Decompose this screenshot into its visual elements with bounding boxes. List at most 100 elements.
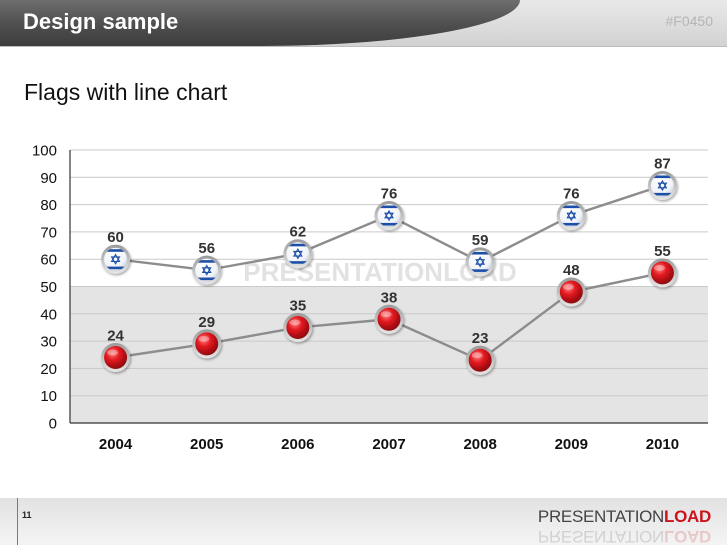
y-tick-label-7: 70	[40, 224, 57, 241]
star-of-david-icon	[292, 248, 303, 257]
red-ball	[377, 307, 401, 331]
red-ball-highlight	[471, 352, 483, 359]
data-label-1-2010: 55	[654, 243, 671, 260]
x-tick-label-2007: 2007	[372, 436, 405, 453]
y-tick-label-10: 100	[32, 143, 57, 160]
line-chart: PRESENTATIONLOAD010203040506070809010020…	[32, 143, 708, 453]
flag-stripe-top	[468, 251, 492, 255]
red-marker-2007	[374, 304, 404, 334]
y-tick-label-6: 60	[40, 252, 57, 269]
data-label-1-2008: 23	[472, 330, 489, 347]
flag-stripes	[195, 260, 219, 281]
data-label-0-2004: 60	[107, 229, 124, 246]
star-of-david-icon-inverted	[475, 259, 486, 268]
star-of-david-icon	[566, 209, 577, 219]
flag-stripes	[104, 249, 128, 270]
x-tick-label-2005: 2005	[190, 436, 223, 453]
flag-marker-2005	[192, 255, 222, 285]
data-label-1-2006: 35	[290, 297, 307, 314]
page-title: Design sample	[23, 9, 179, 34]
flag-marker-2006	[283, 239, 313, 269]
flag-stripe-bottom	[559, 222, 583, 226]
red-marker-2008	[465, 345, 495, 375]
flag-marker-2008	[465, 247, 495, 277]
red-marker-2005	[192, 329, 222, 359]
slide-code: #F0450	[665, 13, 713, 29]
flag-stripe-top	[195, 260, 219, 263]
data-label-1-2004: 24	[107, 327, 124, 344]
flag-stripe-top	[104, 249, 128, 252]
flag-stripe-top	[559, 205, 583, 209]
red-ball	[468, 348, 492, 372]
data-label-0-2007: 76	[381, 186, 398, 203]
flag-base	[559, 204, 583, 228]
flag-stripes	[377, 205, 401, 226]
y-tick-label-0: 0	[49, 416, 57, 433]
flag-stripes	[286, 243, 310, 264]
y-tick-label-3: 30	[40, 334, 57, 351]
footer-divider	[17, 498, 18, 545]
flag-base	[650, 173, 674, 197]
red-ball	[650, 261, 674, 285]
x-tick-label-2008: 2008	[463, 436, 496, 453]
red-marker-2004	[101, 342, 131, 372]
flag-base	[286, 242, 310, 266]
logo-text-load: LOAD	[664, 507, 711, 526]
chart-title: Flags with line chart	[24, 79, 228, 105]
star-of-david-icon	[475, 256, 486, 265]
flag-base	[195, 258, 219, 282]
flag-stripe-bottom	[195, 277, 219, 281]
star-of-david-icon	[110, 253, 121, 263]
logo-reflection: PRESENTATIONLOAD	[538, 526, 711, 546]
y-tick-label-1: 10	[40, 388, 57, 405]
star-of-david-icon	[657, 179, 668, 189]
flag-stripes	[650, 175, 674, 196]
flag-base	[468, 250, 492, 274]
star-of-david-icon-inverted	[110, 256, 121, 265]
x-tick-label-2006: 2006	[281, 436, 314, 453]
flag-stripe-bottom	[650, 192, 674, 196]
logo-reflection-text-presentation: PRESENTATION	[537, 527, 665, 546]
star-of-david-icon-inverted	[292, 250, 303, 260]
red-ball-highlight	[289, 319, 301, 326]
flag-stripe-top	[650, 175, 674, 179]
logo-text-presentation: PRESENTATION	[537, 507, 665, 526]
page-number: 11	[22, 510, 32, 520]
y-tick-label-9: 90	[40, 170, 57, 187]
data-label-1-2007: 38	[381, 289, 398, 306]
flag-stripes	[468, 251, 492, 272]
x-tick-label-2004: 2004	[99, 436, 133, 453]
star-of-david-icon	[201, 264, 212, 273]
flag-marker-2004	[101, 244, 131, 274]
data-label-1-2005: 29	[198, 314, 215, 331]
flag-stripe-bottom	[286, 261, 310, 264]
data-label-0-2008: 59	[472, 232, 489, 249]
flag-marker-2010	[647, 170, 677, 200]
x-tick-label-2010: 2010	[646, 436, 679, 453]
flag-stripe-bottom	[468, 269, 492, 272]
star-of-david-icon-inverted	[201, 267, 212, 276]
flag-stripe-top	[286, 243, 310, 247]
star-of-david-icon	[384, 209, 394, 219]
flag-stripes	[559, 205, 583, 226]
red-marker-2006	[283, 312, 313, 342]
flag-base	[104, 247, 128, 271]
flag-stripe-bottom	[377, 222, 401, 226]
red-ball	[286, 315, 310, 339]
red-marker-2009	[556, 277, 586, 307]
data-label-0-2005: 56	[198, 240, 215, 257]
presentationload-logo: PRESENTATIONLOAD	[538, 507, 711, 527]
flag-stripe-top	[377, 205, 401, 209]
red-ball-highlight	[198, 335, 210, 342]
red-ball	[559, 280, 583, 304]
y-tick-label-2: 20	[40, 361, 57, 378]
flag-marker-2009	[556, 201, 586, 231]
x-tick-label-2009: 2009	[555, 436, 588, 453]
y-tick-label-4: 40	[40, 306, 57, 323]
y-tick-label-5: 50	[40, 279, 57, 296]
logo-reflection-text-load: LOAD	[664, 527, 711, 546]
red-ball-highlight	[107, 349, 119, 356]
data-label-0-2006: 62	[290, 224, 307, 241]
data-label-0-2009: 76	[563, 186, 580, 203]
star-of-david-icon-inverted	[384, 212, 394, 222]
